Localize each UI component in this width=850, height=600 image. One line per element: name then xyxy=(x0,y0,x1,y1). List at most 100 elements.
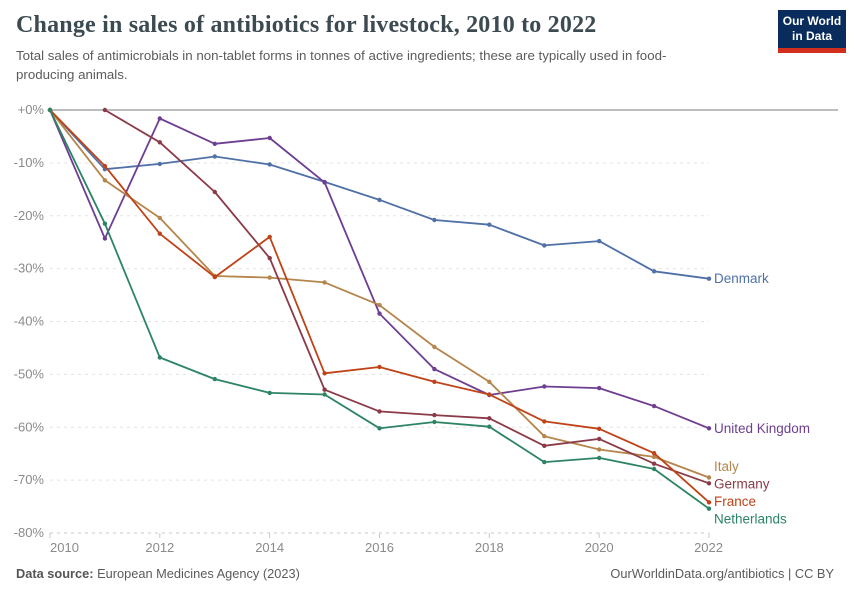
series-point-italy[interactable] xyxy=(267,275,272,280)
series-point-united-kingdom[interactable] xyxy=(212,141,217,146)
y-axis-label: -10% xyxy=(14,155,45,170)
y-axis-label: -20% xyxy=(14,208,45,223)
series-point-germany[interactable] xyxy=(377,409,382,414)
x-axis-label: 2016 xyxy=(365,540,394,555)
series-point-france[interactable] xyxy=(432,379,437,384)
series-point-germany[interactable] xyxy=(267,255,272,261)
series-point-germany[interactable] xyxy=(651,461,657,466)
series-label-germany[interactable]: Germany xyxy=(714,477,770,492)
series-point-united-kingdom[interactable] xyxy=(597,385,602,391)
series-point-france[interactable] xyxy=(157,231,162,236)
series-point-denmark[interactable] xyxy=(267,162,272,167)
series-point-united-kingdom[interactable] xyxy=(542,384,547,389)
series-line-united-kingdom[interactable] xyxy=(49,109,710,430)
series-point-netherlands[interactable] xyxy=(377,426,382,431)
series-point-italy[interactable] xyxy=(377,302,382,308)
series-point-france[interactable] xyxy=(377,364,382,370)
series-point-netherlands[interactable] xyxy=(322,392,327,397)
series-point-united-kingdom[interactable] xyxy=(706,426,712,431)
series-point-denmark[interactable] xyxy=(212,154,217,159)
series-point-france[interactable] xyxy=(542,419,547,424)
series-point-france[interactable] xyxy=(102,163,108,169)
series-label-france[interactable]: France xyxy=(714,494,756,509)
series-point-united-kingdom[interactable] xyxy=(432,366,437,372)
series-point-france[interactable] xyxy=(212,274,217,280)
series-point-italy[interactable] xyxy=(102,178,108,183)
series-point-united-kingdom[interactable] xyxy=(377,311,382,316)
series-point-netherlands[interactable] xyxy=(706,506,712,511)
series-point-netherlands[interactable] xyxy=(542,459,547,465)
series-point-netherlands[interactable] xyxy=(651,466,657,472)
y-axis-label: -30% xyxy=(14,261,45,276)
data-source-label: Data source: xyxy=(16,566,94,581)
x-axis-label: 2012 xyxy=(145,540,174,555)
series-point-germany[interactable] xyxy=(597,436,602,442)
series-point-united-kingdom[interactable] xyxy=(102,236,108,241)
series-point-united-kingdom[interactable] xyxy=(267,135,272,141)
y-axis-label: -70% xyxy=(14,472,45,487)
chart-footer: Data source: European Medicines Agency (… xyxy=(16,566,834,581)
owid-link[interactable]: OurWorldinData.org/antibiotics xyxy=(610,566,785,581)
series-point-germany[interactable] xyxy=(487,416,492,421)
y-axis-label: -60% xyxy=(14,419,45,434)
series-point-germany[interactable] xyxy=(542,443,547,448)
series-point-denmark[interactable] xyxy=(377,197,382,203)
series-point-germany[interactable] xyxy=(157,140,162,145)
x-axis-label: 2014 xyxy=(255,540,284,555)
series-label-denmark[interactable]: Denmark xyxy=(714,271,769,286)
series-point-germany[interactable] xyxy=(102,107,108,113)
series-label-italy[interactable]: Italy xyxy=(714,459,739,474)
x-axis-label: 2020 xyxy=(585,540,614,555)
series-point-italy[interactable] xyxy=(597,447,602,452)
series-line-netherlands[interactable] xyxy=(49,109,710,510)
series-point-france[interactable] xyxy=(267,234,272,240)
series-point-italy[interactable] xyxy=(651,454,657,460)
owid-logo[interactable]: Our World in Data xyxy=(778,10,846,53)
series-point-denmark[interactable] xyxy=(542,243,547,248)
series-point-france[interactable] xyxy=(706,500,712,505)
series-point-france[interactable] xyxy=(597,426,602,431)
series-point-netherlands[interactable] xyxy=(212,376,217,382)
series-point-germany[interactable] xyxy=(706,481,712,486)
series-point-denmark[interactable] xyxy=(432,217,437,223)
series-point-netherlands[interactable] xyxy=(597,455,602,461)
series-point-germany[interactable] xyxy=(432,412,437,418)
series-point-germany[interactable] xyxy=(322,387,327,392)
license-text: | CC BY xyxy=(784,566,834,581)
data-source: Data source: European Medicines Agency (… xyxy=(16,566,300,581)
series-point-italy[interactable] xyxy=(157,215,162,221)
footer-right: OurWorldinData.org/antibiotics | CC BY xyxy=(610,566,834,581)
series-point-netherlands[interactable] xyxy=(487,424,492,429)
series-point-netherlands[interactable] xyxy=(432,419,437,425)
series-point-france[interactable] xyxy=(322,371,327,376)
series-label-united-kingdom[interactable]: United Kingdom xyxy=(714,421,810,436)
x-axis-label: 2018 xyxy=(475,540,504,555)
series-point-france[interactable] xyxy=(487,392,492,397)
series-point-france[interactable] xyxy=(651,451,657,456)
series-point-denmark[interactable] xyxy=(651,269,657,274)
series-point-italy[interactable] xyxy=(706,475,712,480)
series-point-denmark[interactable] xyxy=(157,161,162,167)
series-line-germany[interactable] xyxy=(104,109,710,485)
series-point-netherlands[interactable] xyxy=(157,355,162,360)
series-point-denmark[interactable] xyxy=(706,276,712,281)
owid-logo-line2: in Data xyxy=(791,29,832,43)
series-point-united-kingdom[interactable] xyxy=(322,180,327,185)
series-point-italy[interactable] xyxy=(322,280,327,285)
series-point-united-kingdom[interactable] xyxy=(651,403,657,409)
owid-logo-line1: Our World xyxy=(782,14,842,28)
series-point-denmark[interactable] xyxy=(487,222,492,227)
series-point-italy[interactable] xyxy=(432,344,437,350)
series-point-netherlands[interactable] xyxy=(47,107,53,113)
series-point-italy[interactable] xyxy=(487,379,492,384)
page-subtitle: Total sales of antimicrobials in non-tab… xyxy=(16,48,667,83)
series-point-denmark[interactable] xyxy=(597,238,602,244)
series-point-germany[interactable] xyxy=(212,189,217,195)
series-label-netherlands[interactable]: Netherlands xyxy=(714,512,787,527)
series-point-italy[interactable] xyxy=(542,434,547,439)
series-point-united-kingdom[interactable] xyxy=(157,116,162,121)
series-point-netherlands[interactable] xyxy=(102,221,108,226)
series-point-netherlands[interactable] xyxy=(267,390,272,396)
y-axis-label: -40% xyxy=(14,314,45,329)
